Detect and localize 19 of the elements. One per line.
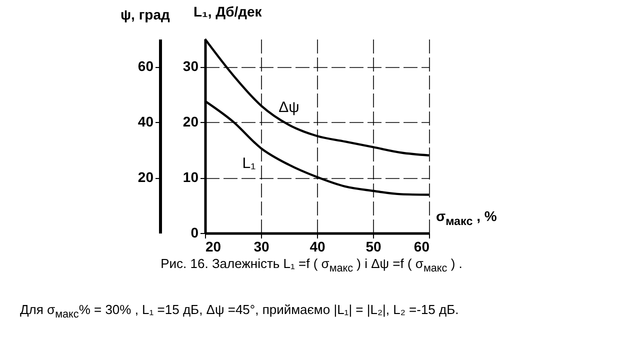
y-tick-label: 20	[182, 114, 199, 130]
y-tick-label: 0	[190, 224, 199, 240]
y2-tick-label: 20	[138, 169, 154, 186]
series-label: L₁	[242, 155, 256, 172]
y2-tick-label: 60	[138, 58, 154, 74]
x-tick-label: 30	[254, 238, 270, 254]
y2-tick-label: 40	[138, 114, 154, 130]
text: Для σ$_{макс}$% = 30% , L₁ =15 дБ, Δψ =45°, приймаємо |L₁| = |L₂|, L₂ =-15 дБ.	[20, 302, 459, 321]
x-tick-label: 20	[206, 238, 222, 254]
x-axis-title: σ$_{макс}$ , %	[436, 208, 497, 228]
text: Рис. 16. Залежність L₁ =f ( σ$_{макс}$ ) і Δψ =f ( σ$_{макс}$ ) .	[160, 256, 464, 275]
y-tick-label: 30	[182, 58, 199, 74]
y2-axis-title: ψ, град	[120, 6, 170, 22]
x-tick-label: 50	[366, 238, 382, 254]
y-tick-label: 10	[182, 169, 199, 186]
x-tick-label: 60	[414, 238, 430, 254]
y-axis-title: L₁, Дб/дек	[194, 4, 263, 20]
series-label: Δψ	[278, 98, 300, 116]
x-tick-label: 40	[310, 238, 326, 254]
